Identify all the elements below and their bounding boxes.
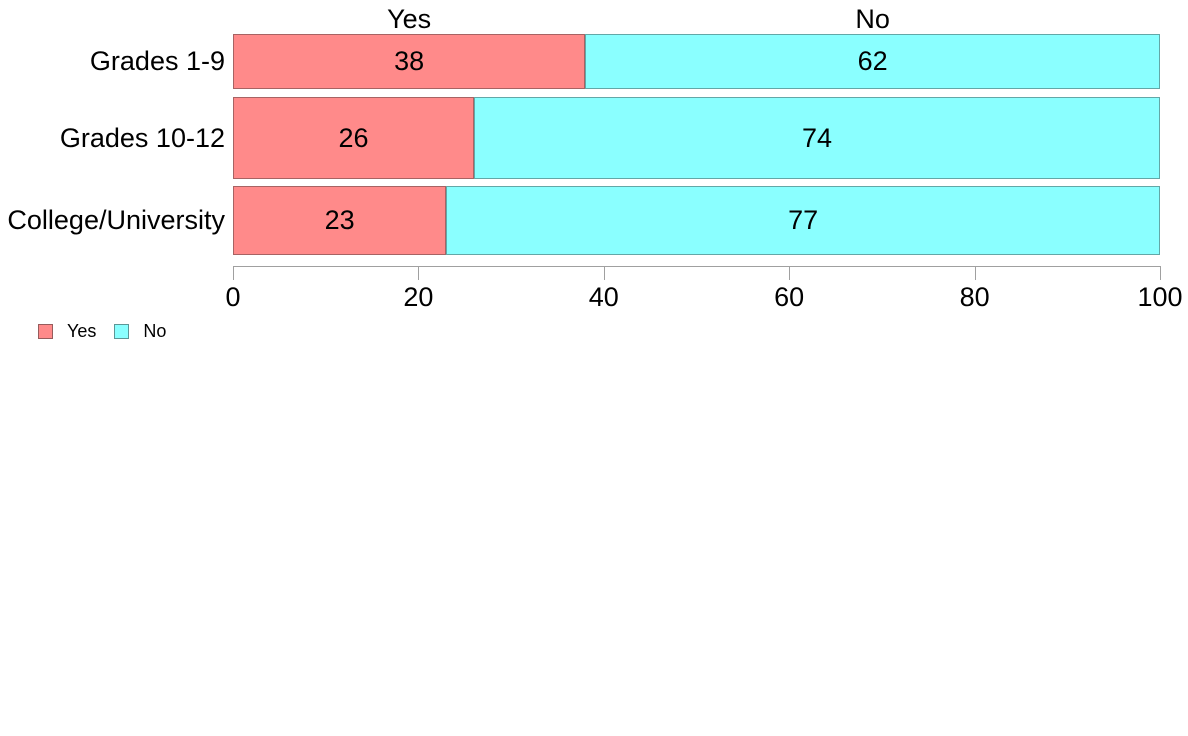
x-axis-tick-label: 100 (1137, 282, 1183, 312)
legend-item-label: No (143, 321, 167, 341)
category-label: Grades 10-12 (59, 122, 225, 153)
value-label: 77 (788, 205, 819, 235)
value-label: 62 (857, 46, 888, 76)
x-axis-tick-label: 80 (959, 282, 990, 312)
bar-segment-yes: 26 (233, 97, 475, 179)
x-axis-tick-label: 60 (774, 282, 805, 312)
legend: Yes No (38, 321, 166, 342)
bar-segment-no: 77 (446, 186, 1160, 255)
column-header-no: No (855, 4, 890, 34)
legend-item-no[interactable]: No (114, 321, 166, 342)
x-axis-tick-label: 0 (225, 282, 241, 312)
x-axis-line (233, 266, 1161, 267)
x-axis-tick (974, 266, 976, 280)
x-axis-tick (418, 266, 420, 280)
x-axis-tick (1160, 266, 1161, 280)
bar-segment-yes: 23 (233, 186, 447, 255)
legend-swatch-yes (38, 324, 53, 339)
x-axis-tick (233, 266, 234, 280)
column-header-yes: Yes (387, 4, 432, 34)
x-axis-tick (789, 266, 791, 280)
bar-segment-no: 74 (474, 97, 1160, 179)
category-label: College/University (7, 205, 225, 235)
legend-item-label: Yes (67, 321, 97, 341)
category-label: Grades 1-9 (89, 46, 225, 76)
value-label: 38 (394, 46, 425, 76)
legend-item-yes[interactable]: Yes (38, 321, 96, 342)
x-axis-tick-label: 20 (403, 282, 434, 312)
bar-segment-yes: 38 (233, 34, 586, 89)
bar-segment-no: 62 (585, 34, 1160, 89)
value-label: 23 (324, 205, 355, 235)
x-axis-tick (603, 266, 605, 280)
x-axis-tick-label: 40 (588, 282, 619, 312)
value-label: 74 (801, 122, 833, 153)
value-label: 26 (338, 122, 369, 153)
legend-swatch-no (114, 324, 130, 339)
